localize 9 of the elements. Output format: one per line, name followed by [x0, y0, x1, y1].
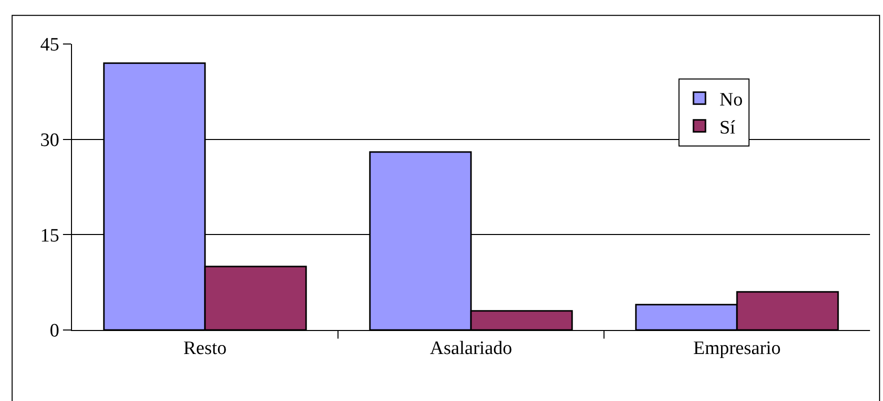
- legend-label: Sí: [719, 117, 736, 138]
- y-tick-label: 45: [40, 34, 60, 56]
- legend-label: No: [719, 90, 743, 111]
- y-tick-label: 15: [40, 225, 60, 246]
- x-tick-label: Asalariado: [430, 338, 512, 359]
- y-tick-label: 30: [40, 130, 60, 151]
- x-tick-label: Resto: [183, 338, 227, 359]
- x-tick-label: Empresario: [693, 338, 781, 359]
- y-tick-label: 0: [50, 320, 60, 342]
